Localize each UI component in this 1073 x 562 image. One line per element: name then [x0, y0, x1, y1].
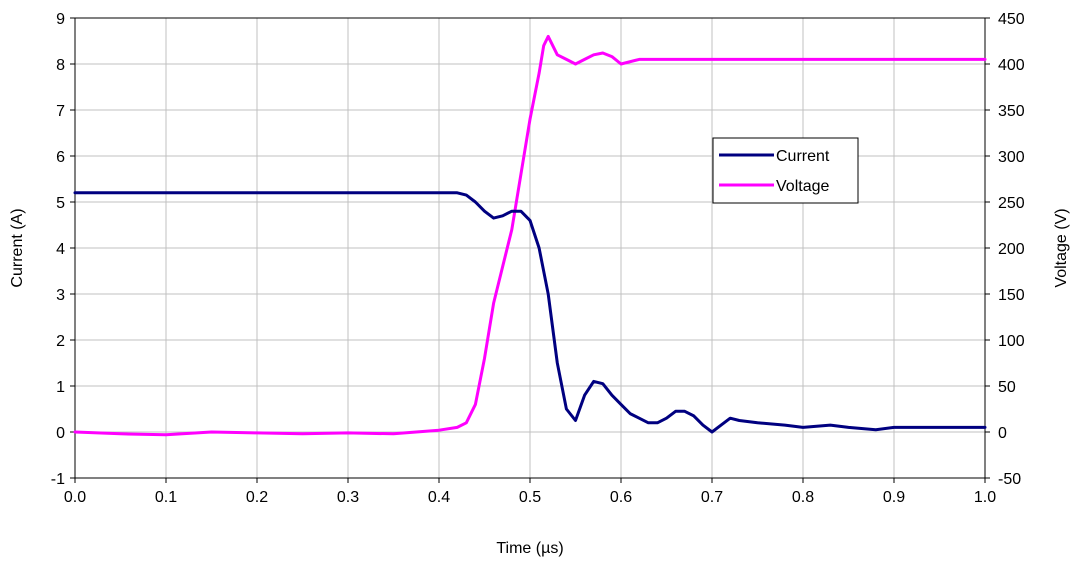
- right-tick-label: 350: [998, 103, 1025, 120]
- x-tick-label: 0.3: [337, 489, 359, 506]
- left-tick-label: 3: [56, 287, 65, 304]
- left-tick-label: 8: [56, 57, 65, 74]
- x-tick-label: 0.1: [155, 489, 177, 506]
- x-tick-label: 0.8: [792, 489, 814, 506]
- right-tick-label: 250: [998, 195, 1025, 212]
- left-tick-label: 9: [56, 11, 65, 28]
- legend-box: [712, 137, 859, 204]
- left-axis-title: Current (A): [9, 208, 26, 287]
- right-tick-label: 400: [998, 57, 1025, 74]
- x-tick-label: 0.7: [701, 489, 723, 506]
- series-lines: [73, 34, 987, 437]
- right-tick-label: 0: [998, 425, 1007, 442]
- legend-label-voltage: Voltage: [776, 178, 829, 195]
- left-tick-label: 1: [56, 379, 65, 396]
- right-tick-label: 100: [998, 333, 1025, 350]
- left-tick-label: 4: [56, 241, 65, 258]
- series-line-current: [73, 191, 987, 434]
- x-tick-label: 0.9: [883, 489, 905, 506]
- left-tick-label: 2: [56, 333, 65, 350]
- right-tick-label: 50: [998, 379, 1016, 396]
- axis-ticks: 0.0 0.1 0.2 0.3 0.4 0.5 0.6 0.7 0.8 0.9 1.0 -1 0 1 2 3 4…: [51, 11, 1025, 506]
- series-line-voltage: [73, 34, 987, 437]
- left-tick-label: 7: [56, 103, 65, 120]
- right-tick-label: -50: [998, 471, 1021, 488]
- right-tick-label: 200: [998, 241, 1025, 258]
- right-axis-title: Voltage (V): [1053, 208, 1070, 287]
- x-axis-title: Time (µs): [496, 540, 563, 557]
- left-tick-label: 0: [56, 425, 65, 442]
- x-tick-label: 0.6: [610, 489, 632, 506]
- x-tick-label: 0.0: [64, 489, 86, 506]
- right-tick-label: 150: [998, 287, 1025, 304]
- x-tick-label: 0.2: [246, 489, 268, 506]
- left-tick-label: 6: [56, 149, 65, 166]
- legend-label-current: Current: [776, 148, 830, 165]
- right-tick-label: 300: [998, 149, 1025, 166]
- x-tick-label: 1.0: [974, 489, 996, 506]
- x-tick-label: 0.4: [428, 489, 450, 506]
- x-tick-label: 0.5: [519, 489, 541, 506]
- right-tick-label: 450: [998, 11, 1025, 28]
- legend: Current Voltage: [712, 137, 859, 204]
- left-tick-label: 5: [56, 195, 65, 212]
- gridlines: [75, 18, 985, 478]
- left-tick-label: -1: [51, 471, 65, 488]
